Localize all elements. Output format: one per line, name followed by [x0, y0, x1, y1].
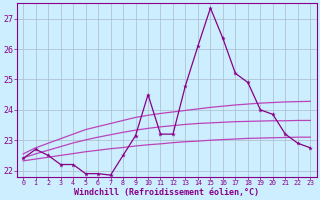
X-axis label: Windchill (Refroidissement éolien,°C): Windchill (Refroidissement éolien,°C) — [74, 188, 259, 197]
